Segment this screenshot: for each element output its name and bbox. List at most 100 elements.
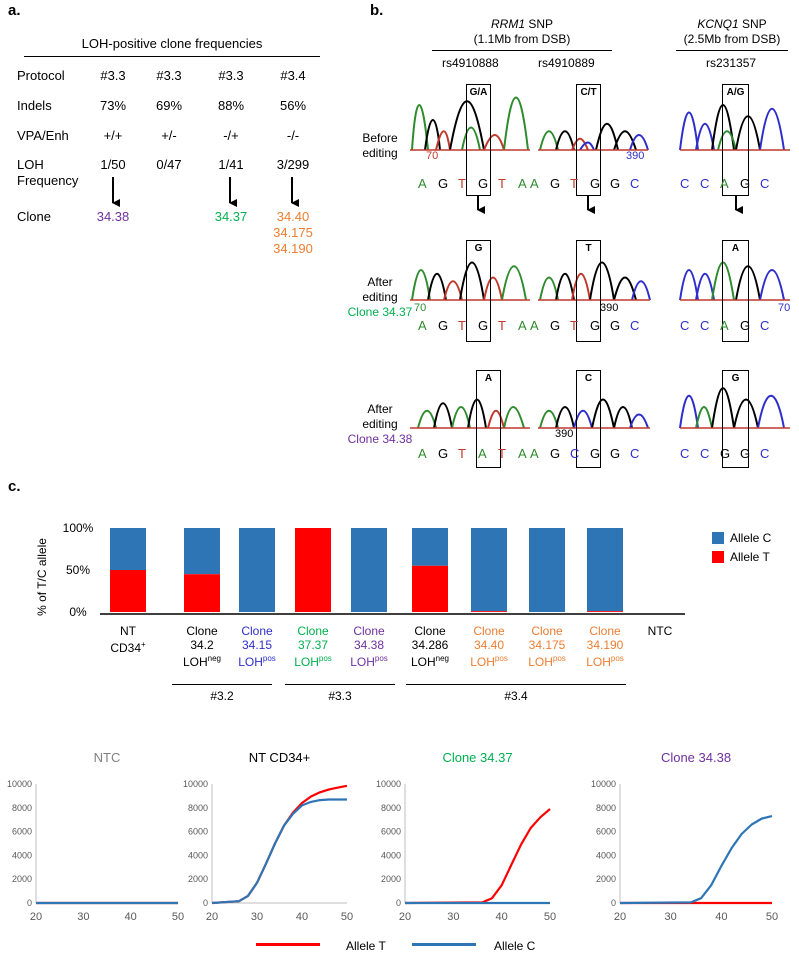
x-tick-label-line: LOHpos xyxy=(238,654,276,669)
cell: +/+ xyxy=(103,128,123,143)
row3-label-clone: Clone 34.38 xyxy=(347,432,413,446)
group-label: #3.2 xyxy=(210,689,234,703)
sequence-base: G xyxy=(590,446,601,461)
line-chart-title: Clone 34.38 xyxy=(661,750,731,765)
y-tick-label: 10000 xyxy=(376,779,401,789)
x-tick-label-line: 34.175 xyxy=(528,638,566,652)
base-call: A xyxy=(731,243,740,254)
y-tick-label: 8000 xyxy=(381,803,401,813)
x-tick-label-line: Clone xyxy=(589,624,621,638)
bar-allele-t xyxy=(471,611,507,612)
y-tick-label: 4000 xyxy=(596,850,616,860)
y-tick-label: 6000 xyxy=(12,827,32,837)
x-tick-label-line: LOHpos xyxy=(586,654,624,669)
base-call: G xyxy=(731,373,740,384)
group-label: #3.3 xyxy=(328,689,352,703)
x-tick-label: 50 xyxy=(172,911,184,923)
x-tick-label: Clone 34.190 LOHpos xyxy=(569,624,641,669)
row-label: Protocol xyxy=(17,68,65,83)
sequence-base: T xyxy=(498,176,506,191)
panel-a-letter: a. xyxy=(8,2,21,19)
kcnq1-suffix: SNP xyxy=(738,17,767,31)
sequence-base: C xyxy=(630,176,640,191)
base-call: G xyxy=(474,243,483,254)
x-tick-label-sup: pos xyxy=(552,654,566,663)
row1-label-line: editing xyxy=(362,146,398,160)
series-line xyxy=(404,808,551,905)
sequence-base: A xyxy=(418,446,427,461)
x-tick-label: Clone 34.40 LOHpos xyxy=(453,624,525,669)
x-tick-label-line: 34.286 xyxy=(411,638,449,652)
position-label: 390 xyxy=(626,150,645,162)
line-chart-title: NT CD34+ xyxy=(249,750,311,765)
base-call: C/T xyxy=(580,87,597,98)
bar-allele-c xyxy=(351,528,387,612)
x-tick-label-line: LOHpos xyxy=(350,654,388,669)
x-tick-label-line: 34.40 xyxy=(473,638,505,652)
snp-rs231357: rs231357 xyxy=(706,56,757,70)
sequence-base: A xyxy=(418,318,427,333)
clone-label: Clone xyxy=(17,209,51,224)
sequence-base: G xyxy=(478,318,489,333)
y-tick-label: 4000 xyxy=(381,850,401,860)
group-rule xyxy=(285,684,395,685)
sequence-base: C xyxy=(760,446,770,461)
x-tick-label-line: 37.37 xyxy=(297,638,329,652)
sequence-base: T xyxy=(498,446,506,461)
y-axis-label: % of T/C allele xyxy=(35,538,49,616)
x-tick-label-line: LOHneg xyxy=(182,654,222,669)
cell: #3.3 xyxy=(156,68,182,83)
base-call: C xyxy=(584,373,593,384)
kcnq1-gene: KCNQ1 xyxy=(697,17,739,31)
sequence-base: A xyxy=(478,446,487,461)
bar-allele-c xyxy=(412,528,448,566)
snp-rs4910888: rs4910888 xyxy=(442,56,499,70)
x-tick-label-sup: + xyxy=(141,640,146,649)
bar-allele-t xyxy=(412,565,448,612)
panel-b-letter: b. xyxy=(370,2,384,19)
y-tick-label: 0% xyxy=(69,605,87,619)
y-tick-label: 6000 xyxy=(596,827,616,837)
cell: -/+ xyxy=(223,128,239,143)
x-tick-label-line: Clone xyxy=(414,624,446,638)
x-tick-label: 50 xyxy=(341,911,353,923)
snp-box: A xyxy=(476,370,501,468)
bar-allele-c xyxy=(110,528,146,570)
snp-box: G xyxy=(722,370,749,468)
y-tick-label: 0 xyxy=(27,898,32,908)
clone-34-40: 34.40 xyxy=(276,209,310,224)
x-tick-label: Clone 34.175 LOHpos xyxy=(511,624,583,669)
panel-a-title: LOH-positive clone frequencies xyxy=(81,36,263,51)
position-label: 70 xyxy=(778,302,791,314)
legend-label-allele-t: Allele T xyxy=(730,550,770,564)
x-tick-label: 40 xyxy=(125,911,137,923)
row-label: LOH xyxy=(17,157,44,172)
x-tick-label: 30 xyxy=(665,911,677,923)
sequence-base: T xyxy=(570,176,578,191)
snp-box: A xyxy=(722,240,749,342)
x-tick-label-sup: pos xyxy=(494,654,508,663)
x-tick-label-line: NTC xyxy=(647,624,673,638)
row2-label-line: After xyxy=(367,275,393,289)
cell: +/- xyxy=(161,128,177,143)
clone-34-37: 34.37 xyxy=(214,209,248,224)
y-tick-label: 8000 xyxy=(12,803,32,813)
cell: 3/299 xyxy=(276,157,310,172)
legend-line-allele-c xyxy=(412,943,476,946)
y-tick-label: 50% xyxy=(66,563,90,577)
y-tick-label: 2000 xyxy=(381,874,401,884)
rrm1-gene: RRM1 xyxy=(490,17,525,31)
snp-box: A/G xyxy=(722,84,749,196)
base-call: A/G xyxy=(726,87,745,98)
sequence-base: C xyxy=(570,446,580,461)
x-tick-label: 20 xyxy=(30,911,42,923)
x-tick-label-line: Clone xyxy=(297,624,329,638)
bar-allele-c xyxy=(239,528,275,612)
sequence-base: C xyxy=(630,318,640,333)
clone-34-38: 34.38 xyxy=(96,209,130,224)
bar-allele-c xyxy=(587,528,623,612)
sequence-base: G xyxy=(438,176,449,191)
row-label-2: Frequency xyxy=(17,173,79,188)
sequence-base: G xyxy=(438,446,449,461)
